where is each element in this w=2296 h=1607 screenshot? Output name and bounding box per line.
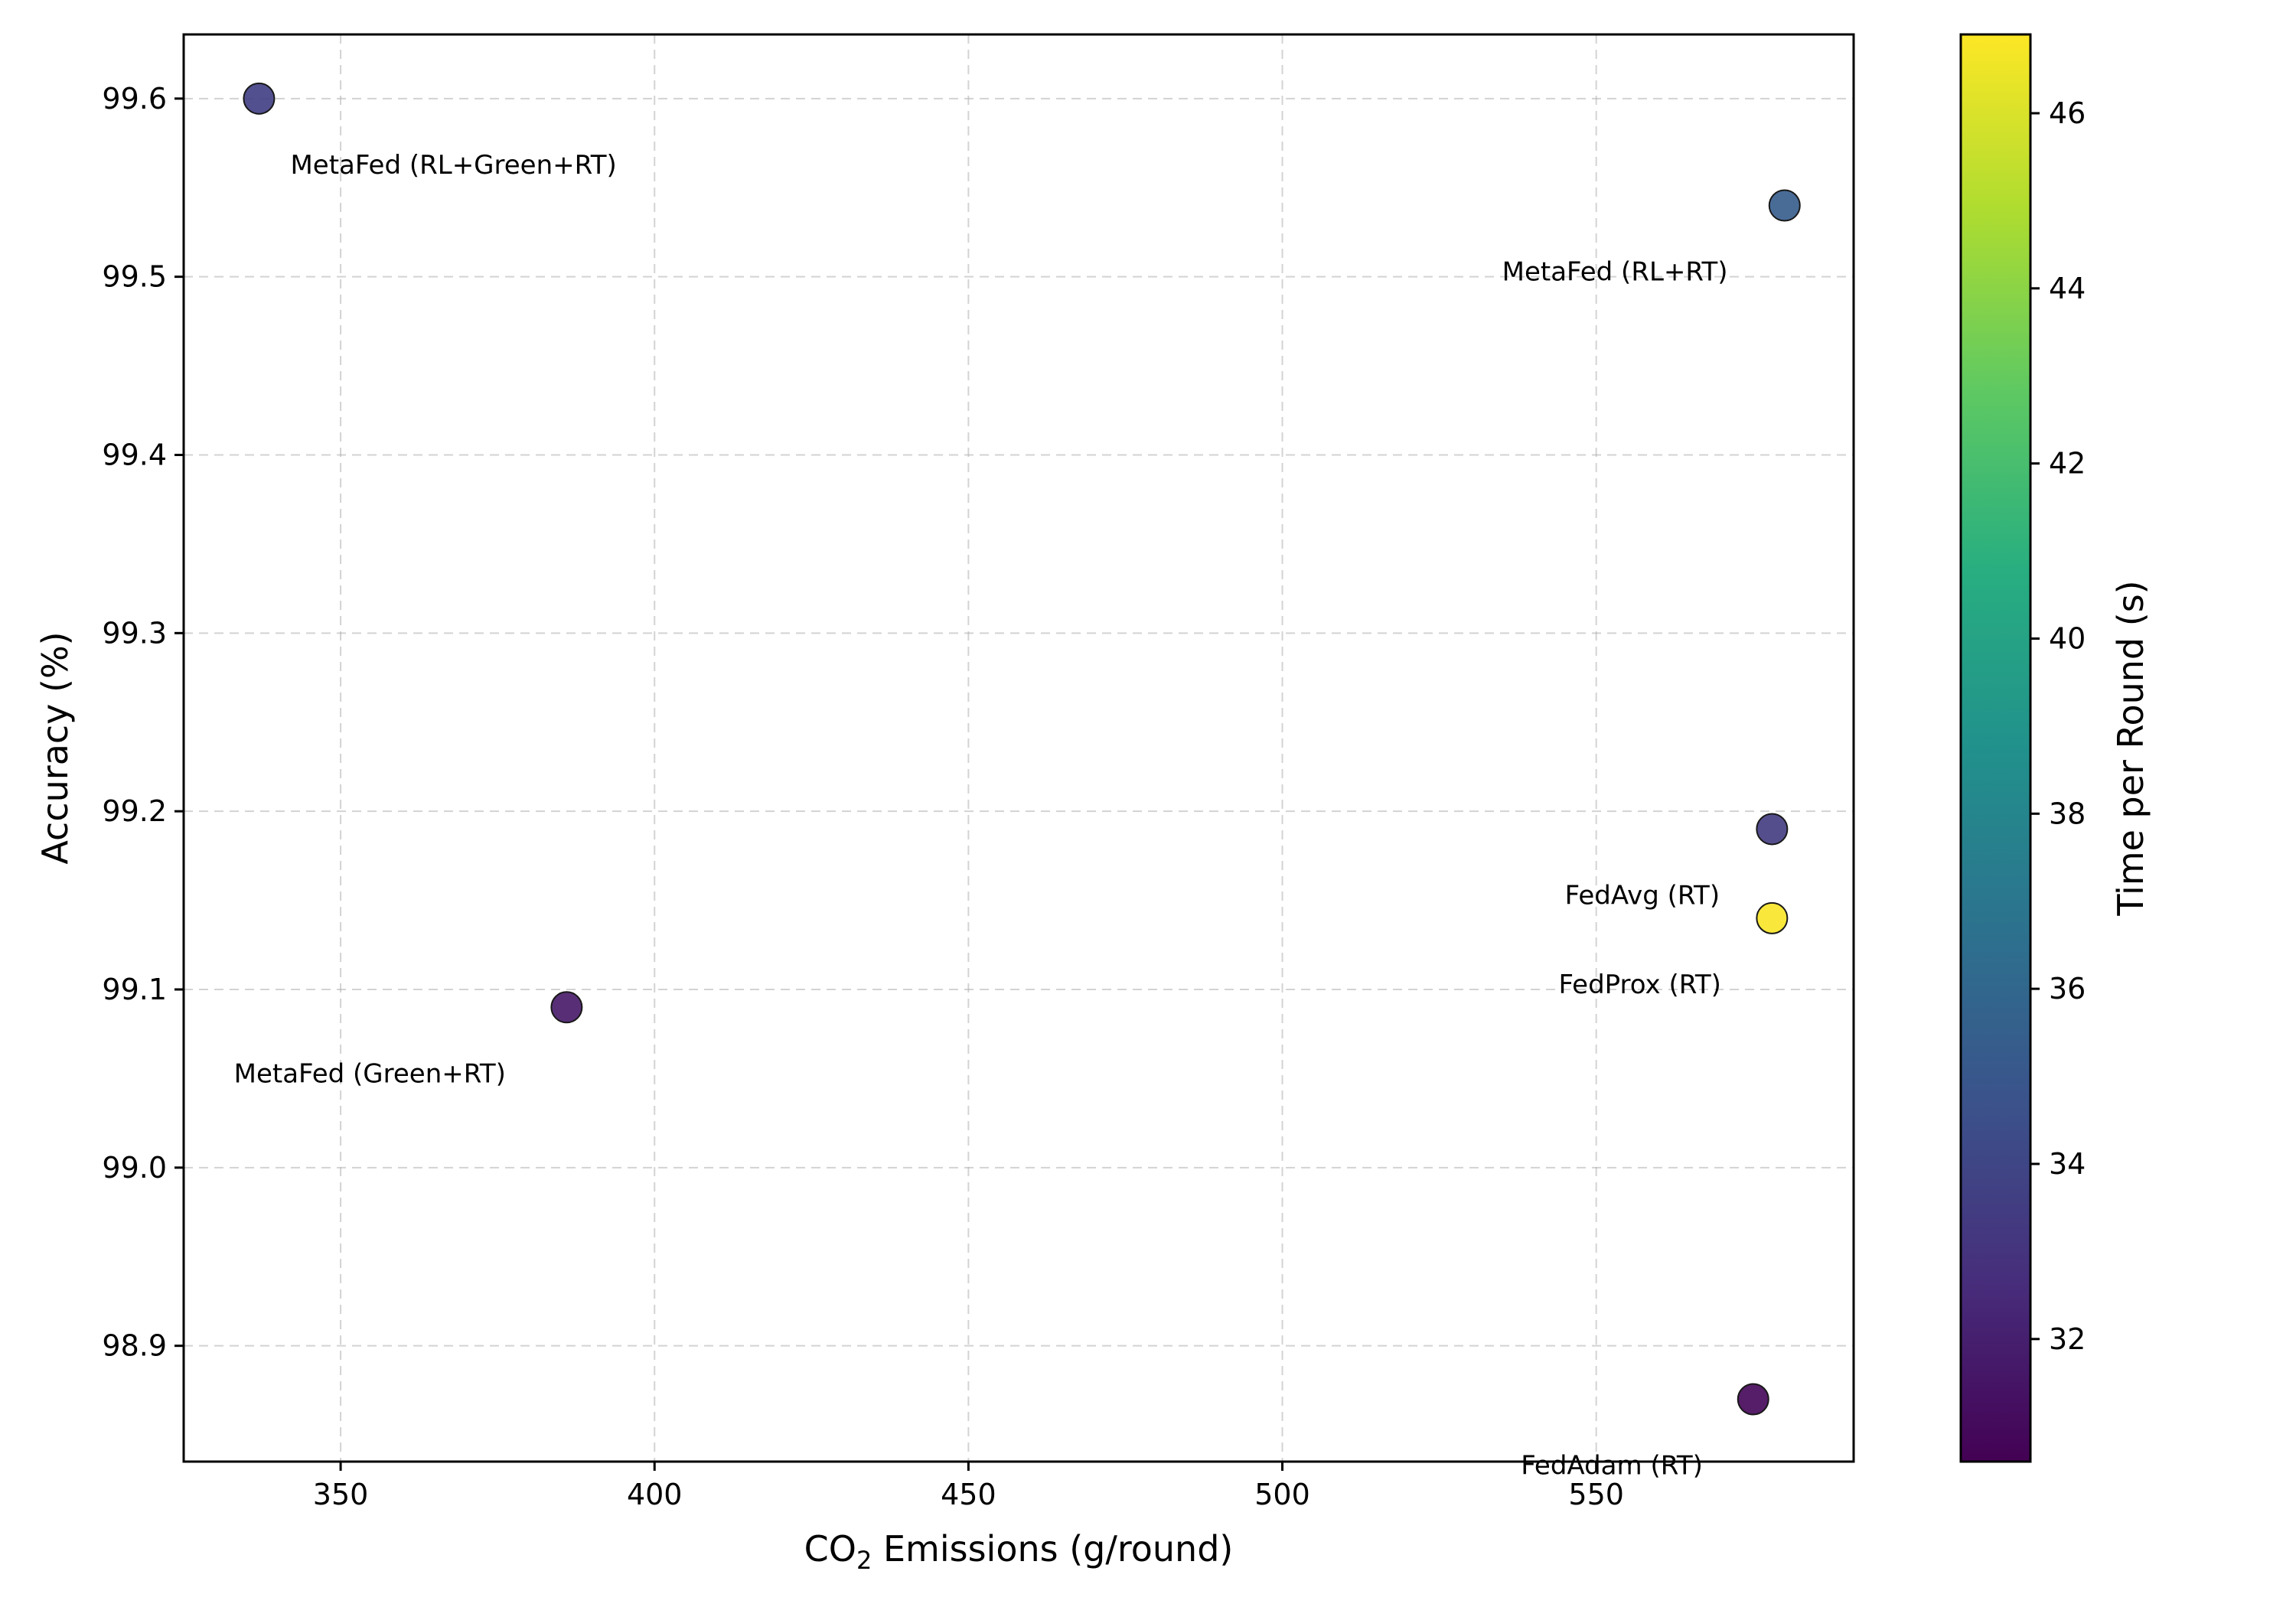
point-label: MetaFed (Green+RT)	[234, 1058, 506, 1089]
x-tick-label: 500	[1254, 1478, 1310, 1511]
plot-frame	[182, 33, 1855, 1463]
point-label: FedAvg (RT)	[1565, 881, 1720, 911]
point-label: MetaFed (RL+RT)	[1502, 257, 1728, 288]
y-tick-label: 99.0	[102, 1151, 167, 1185]
data-point	[1756, 813, 1789, 846]
y-tick-label: 99.2	[102, 794, 167, 828]
y-axis-label: Accuracy (%)	[34, 631, 76, 864]
data-point	[1737, 1383, 1769, 1416]
colorbar-frame	[1959, 33, 2032, 1463]
data-point	[243, 82, 276, 115]
y-tick-label: 99.1	[102, 973, 167, 1006]
x-tick-label: 400	[627, 1478, 683, 1511]
colorbar	[1961, 34, 2030, 1462]
y-tick-label: 99.3	[102, 616, 167, 650]
y-tick-label: 99.4	[102, 438, 167, 471]
point-annotations: MetaFed (RL+Green+RT) MetaFed (RL+RT) Meta…	[234, 150, 1728, 1482]
y-tick-label: 99.6	[102, 82, 167, 116]
colorbar-tick-label: 44	[2049, 272, 2086, 305]
x-tick-label: 350	[313, 1478, 369, 1511]
point-label: MetaFed (RL+Green+RT)	[290, 150, 616, 181]
colorbar-ticks: 32 34 36 38 40 42 44 46	[2030, 96, 2086, 1356]
y-tick-label: 98.9	[102, 1329, 167, 1363]
colorbar-label: Time per Round (s)	[2110, 580, 2151, 916]
colorbar-tick-label: 38	[2049, 797, 2086, 830]
data-points	[243, 82, 1801, 1416]
grid-lines	[184, 34, 1854, 1462]
data-point	[1768, 189, 1801, 222]
colorbar-tick-label: 34	[2049, 1147, 2086, 1181]
x-tick-label: 550	[1568, 1478, 1624, 1511]
y-tick-label: 99.5	[102, 260, 167, 294]
colorbar-tick-label: 46	[2049, 96, 2086, 130]
data-point	[1756, 901, 1789, 934]
x-axis-ticks: 350 400 450 500 550	[313, 1462, 1624, 1511]
y-axis-ticks: 98.9 99.0 99.1 99.2 99.3 99.4 99.5 99.6	[102, 82, 184, 1363]
x-tick-label: 450	[941, 1478, 996, 1511]
point-label: FedAdam (RT)	[1521, 1451, 1703, 1482]
colorbar-tick-label: 32	[2049, 1322, 2086, 1356]
x-axis-label: CO2 Emissions (g/round)	[804, 1528, 1234, 1575]
colorbar-tick-label: 42	[2049, 447, 2086, 481]
colorbar-tick-label: 40	[2049, 621, 2086, 655]
data-point	[550, 991, 583, 1024]
point-label: FedProx (RT)	[1558, 970, 1720, 1000]
colorbar-tick-label: 36	[2049, 972, 2086, 1006]
